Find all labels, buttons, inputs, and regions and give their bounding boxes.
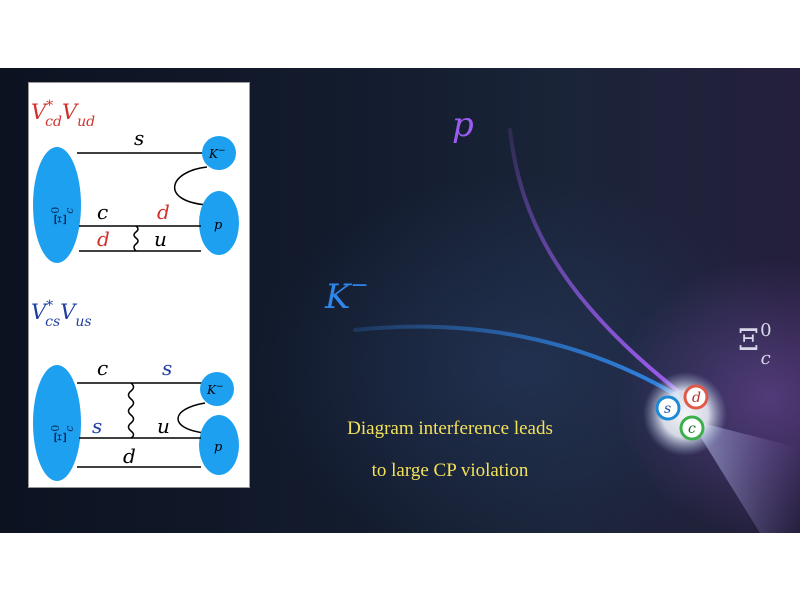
hadron-trail [690, 420, 800, 533]
svg-text:p: p [214, 218, 223, 233]
ckm-top: V* cdVud [31, 98, 95, 130]
quark-c [679, 415, 705, 441]
w-boson-bottom [127, 382, 135, 439]
feynman-diagrams: V* cdVud Ξ0c s K− p c d d u V* csVus Ξ0c [31, 98, 239, 481]
caption-line-2: to large CP violation [371, 460, 529, 481]
w-boson-top [133, 225, 139, 252]
svg-text:d: d [692, 390, 701, 406]
diagram-top: V* cdVud Ξ0c s K− p c d d u [31, 98, 239, 263]
kaon-blob-bottom [200, 372, 234, 406]
svg-text:c: c [97, 356, 108, 380]
svg-text:K−: K− [208, 146, 226, 161]
xi-label: Ξ0 c [738, 320, 772, 369]
proton-blob-bottom [199, 415, 239, 475]
xi-c-label-top: Ξ0c [49, 207, 76, 225]
svg-text:d: d [97, 227, 110, 251]
xi-c-hadron: s d c [643, 372, 727, 456]
svg-text:c: c [97, 200, 108, 224]
xi-c-label-bottom: Ξ0c [49, 425, 76, 443]
proton-label: p [452, 105, 474, 145]
svg-text:s: s [162, 356, 172, 380]
svg-text:d: d [123, 444, 136, 468]
quark-s-top: s [134, 126, 144, 150]
svg-text:d: d [157, 200, 170, 224]
xi-c-blob-top [33, 147, 81, 263]
svg-text:K−: K− [206, 382, 224, 397]
kaon-blob-top [202, 136, 236, 170]
svg-text:u: u [154, 227, 167, 251]
diagram-bottom: V* csVus Ξ0c c s K− p s u d [31, 298, 239, 481]
xi-c-blob-bottom [33, 365, 81, 481]
caption-line-1: Diagram interference leads [347, 418, 553, 439]
svg-text:s: s [92, 414, 102, 438]
svg-text:u: u [157, 414, 170, 438]
svg-text:p: p [214, 440, 223, 455]
kaon-track [353, 324, 680, 398]
kaon-label: K− [324, 273, 369, 317]
ckm-bottom: V* csVus [31, 298, 92, 330]
feynman-diagram-card: V* cdVud Ξ0c s K− p c d d u V* csVus Ξ0c [28, 82, 250, 488]
svg-text:s: s [664, 401, 671, 417]
svg-text:c: c [688, 421, 696, 437]
proton-track [508, 128, 680, 393]
scene-graphic: p K− Ξ0 c s d c [324, 105, 800, 533]
quark-s [655, 395, 681, 421]
quark-d [683, 384, 709, 410]
proton-blob-top [199, 191, 239, 255]
